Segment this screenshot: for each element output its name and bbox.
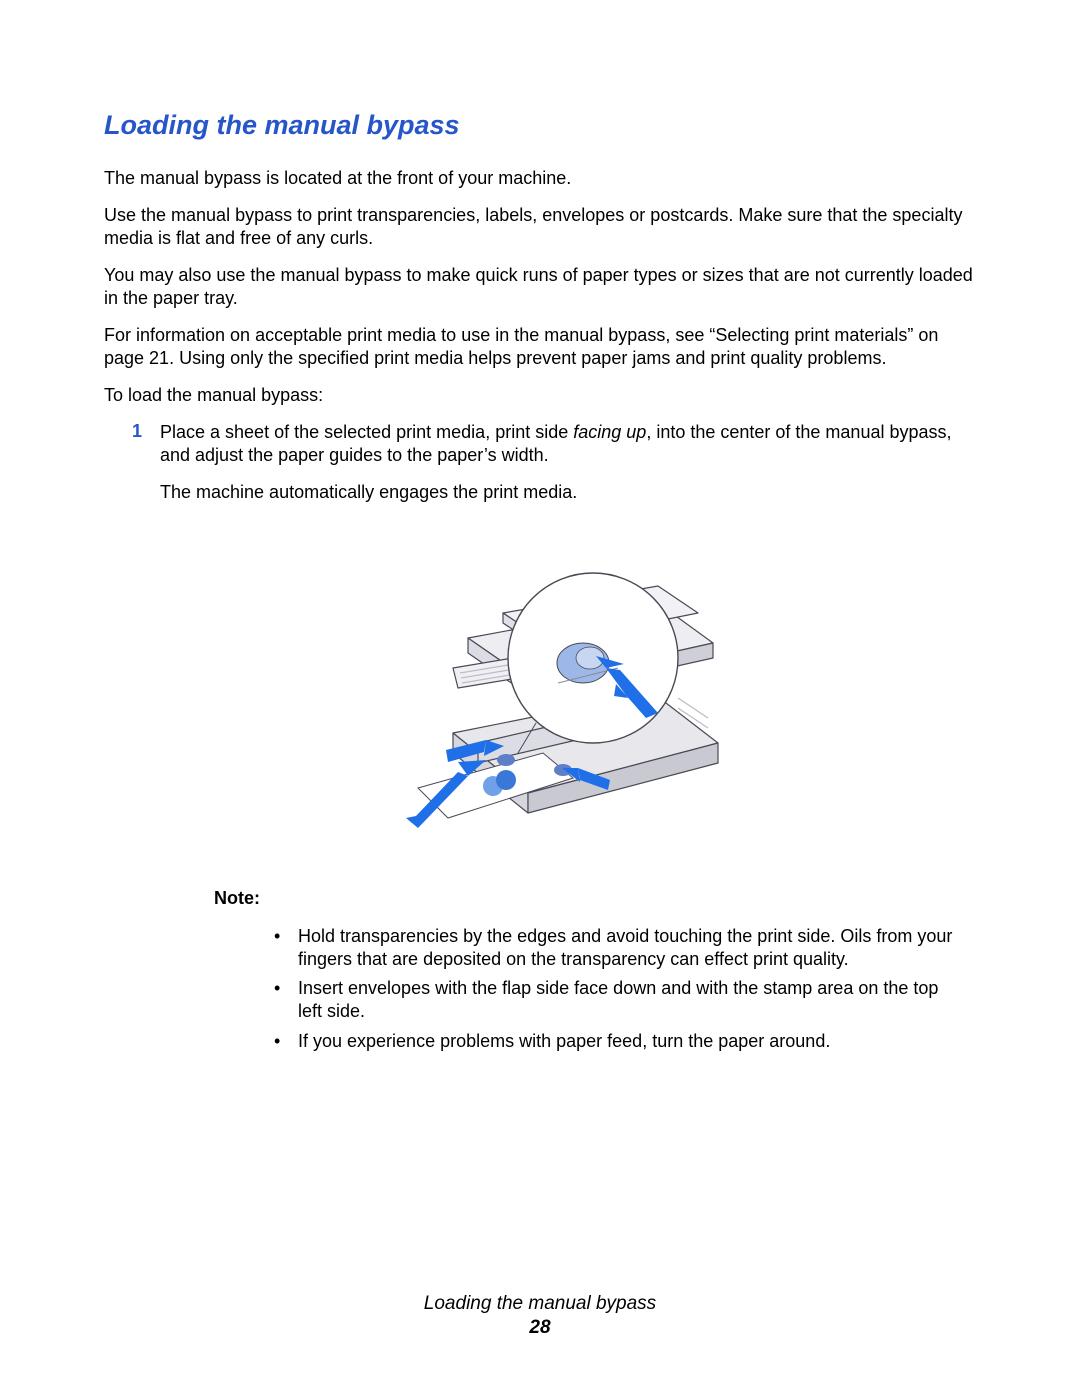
note-heading: Note: bbox=[214, 888, 976, 909]
paragraph-2: Use the manual bypass to print transpare… bbox=[104, 204, 976, 250]
step-body: Place a sheet of the selected print medi… bbox=[160, 421, 976, 874]
step-number: 1 bbox=[104, 421, 160, 874]
footer-page-number: 28 bbox=[0, 1317, 1080, 1339]
note-item-1: Hold transparencies by the edges and avo… bbox=[274, 925, 966, 971]
paragraph-3: You may also use the manual bypass to ma… bbox=[104, 264, 976, 310]
section-title: Loading the manual bypass bbox=[104, 110, 976, 141]
step-1-text: Place a sheet of the selected print medi… bbox=[160, 421, 976, 467]
footer-title: Loading the manual bypass bbox=[0, 1293, 1080, 1315]
step-1: 1 Place a sheet of the selected print me… bbox=[104, 421, 976, 874]
step-1-prefix: Place a sheet of the selected print medi… bbox=[160, 422, 573, 442]
printer-illustration bbox=[358, 518, 778, 854]
note-list: Hold transparencies by the edges and avo… bbox=[274, 925, 966, 1052]
document-page: Loading the manual bypass The manual byp… bbox=[0, 0, 1080, 1397]
illustration-wrap bbox=[160, 518, 976, 854]
step-1-italic: facing up bbox=[573, 422, 646, 442]
paragraph-1: The manual bypass is located at the fron… bbox=[104, 167, 976, 190]
step-1-after: The machine automatically engages the pr… bbox=[160, 481, 976, 504]
paragraph-5: To load the manual bypass: bbox=[104, 384, 976, 407]
printer-svg bbox=[358, 518, 778, 848]
paragraph-4: For information on acceptable print medi… bbox=[104, 324, 976, 370]
note-item-3: If you experience problems with paper fe… bbox=[274, 1030, 966, 1053]
page-footer: Loading the manual bypass 28 bbox=[0, 1293, 1080, 1339]
note-item-2: Insert envelopes with the flap side face… bbox=[274, 977, 966, 1023]
